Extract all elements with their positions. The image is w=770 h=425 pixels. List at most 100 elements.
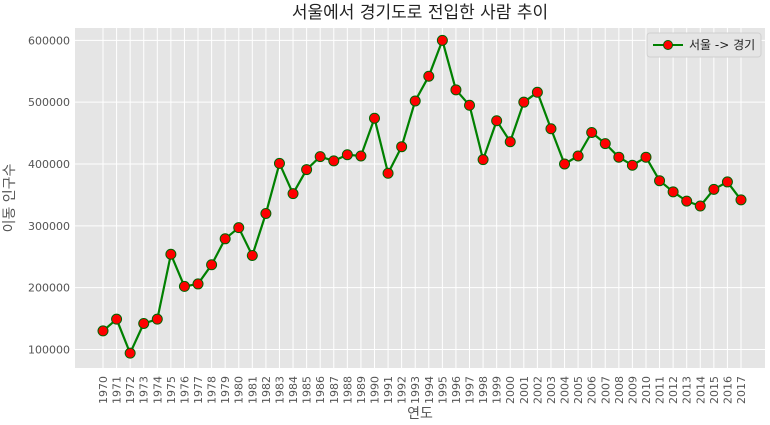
data-point [436,34,448,46]
data-point [287,188,299,200]
x-tick-label: 1996 [450,376,463,404]
legend-box [646,32,762,58]
data-point [477,154,489,166]
y-tick-labels: 100000 200000 300000 400000 500000 600000 [28,34,70,356]
data-point [192,278,204,290]
data-point [599,138,611,150]
y-tick-label: 200000 [28,282,70,295]
x-tick-label: 1997 [464,376,477,404]
data-point [314,151,326,163]
y-tick-label: 100000 [28,343,70,356]
x-tick-label: 1983 [273,376,286,404]
data-point [708,183,720,195]
data-point [233,222,245,234]
x-tick-label: 1995 [436,376,449,404]
data-point [423,70,435,82]
x-tick-label: 2002 [531,376,544,404]
data-point [355,150,367,162]
x-tick-label: 2011 [654,376,667,404]
x-tick-label: 1979 [219,376,232,404]
x-tick-label: 2015 [708,376,721,404]
x-tick-label: 2017 [735,376,748,404]
series-layer [97,34,747,359]
x-tick-label: 1992 [396,376,409,404]
data-point [735,194,747,206]
x-tick-label: 2014 [694,376,707,404]
x-tick-label: 1972 [124,376,137,404]
x-tick-label: 2016 [721,376,734,404]
x-tick-label: 2007 [599,376,612,404]
data-point [178,280,190,292]
data-point [260,207,272,219]
x-tick-label: 1986 [314,376,327,404]
x-tick-label: 2013 [681,376,694,404]
x-tick-label: 1990 [368,376,381,404]
x-tick-label: 2005 [572,376,585,404]
chart-title: 서울에서 경기도로 전입한 사람 추이 [292,3,548,23]
x-tick-label: 2008 [613,376,626,404]
x-tick-label: 2009 [626,376,639,404]
data-point [396,141,408,153]
x-axis-label: 연도 [407,406,433,422]
x-tick-label: 1998 [477,376,490,404]
y-tick-label: 300000 [28,220,70,233]
data-point [613,151,625,163]
x-tick-label: 1988 [341,376,354,404]
x-tick-label: 1976 [178,376,191,404]
data-point [97,325,109,337]
legend: 서울 -> 경기 [646,32,762,58]
data-point [124,347,136,359]
data-point [328,155,340,167]
data-point [667,186,679,198]
x-grid-lines [102,28,742,368]
data-point [586,126,598,138]
data-point [572,150,584,162]
x-tick-label: 1980 [233,376,246,404]
y-axis-label: 이동 인구수 [2,163,18,232]
x-tick-label: 2001 [518,376,531,404]
x-tick-label: 1974 [151,376,164,404]
x-tick-label: 2012 [667,376,680,404]
data-point [626,159,638,171]
x-tick-label: 1991 [382,376,395,404]
data-point [273,157,285,169]
data-point [450,84,462,96]
x-tick-label: 1971 [111,376,124,404]
x-tick-label: 1989 [355,376,368,404]
x-tick-label: 1987 [328,376,341,404]
x-tick-label: 1981 [246,376,259,404]
data-point [301,164,313,176]
x-tick-label: 1994 [423,376,436,404]
x-tick-label: 1975 [165,376,178,404]
x-tick-label: 1982 [260,376,273,404]
y-tick-label: 400000 [28,158,70,171]
legend-marker [663,40,673,50]
data-point [518,96,530,108]
x-tick-label: 1977 [192,376,205,404]
x-tick-label: 1970 [97,376,110,404]
x-tick-label: 2006 [586,376,599,404]
data-point [341,149,353,161]
legend-label: 서울 -> 경기 [689,38,755,52]
plot-area [75,28,765,368]
data-point [464,99,476,111]
x-tick-label: 1999 [491,376,504,404]
x-tick-label: 2010 [640,376,653,404]
x-tick-label: 1984 [287,376,300,404]
x-tick-label: 1973 [138,376,151,404]
data-point [219,233,231,245]
data-point [165,248,177,260]
y-tick-label: 600000 [28,34,70,47]
data-point [531,86,543,98]
data-point [151,313,163,325]
data-point [545,123,557,135]
data-point [138,317,150,329]
data-point [640,151,652,163]
data-point [491,115,503,127]
x-tick-label: 1993 [409,376,422,404]
x-tick-label: 1985 [301,376,314,404]
x-tick-label: 1978 [206,376,219,404]
x-tick-label: 2000 [504,376,517,404]
x-tick-label: 2003 [545,376,558,404]
data-point [409,95,421,107]
